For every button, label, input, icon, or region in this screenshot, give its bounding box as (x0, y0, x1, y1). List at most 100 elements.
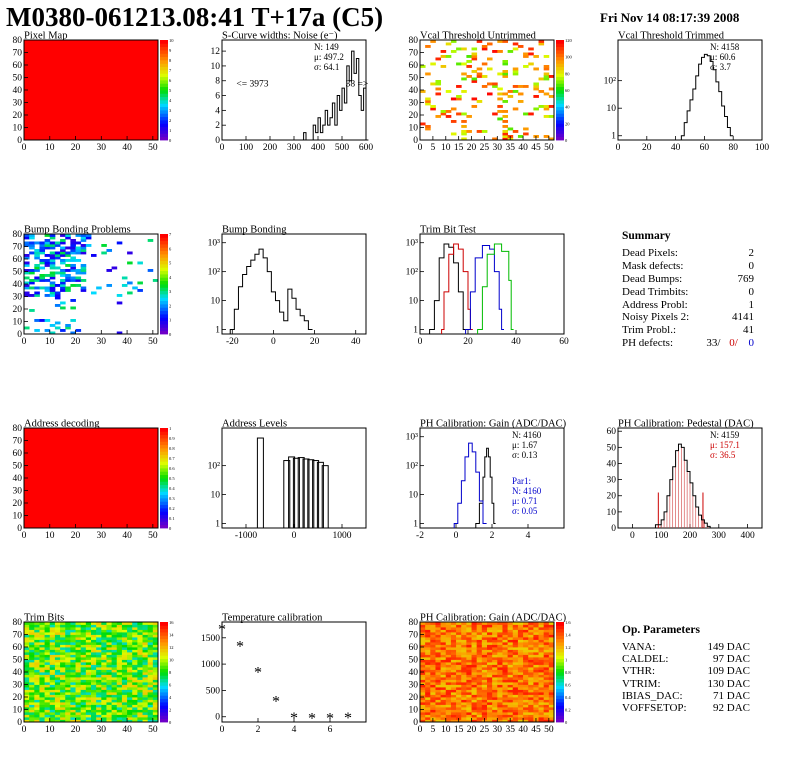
heatmap-cell (502, 629, 509, 633)
heatmap-cell (517, 654, 524, 658)
heatmap-cell (60, 654, 66, 658)
heatmap-cell (435, 659, 442, 663)
heatmap-cell (497, 694, 503, 698)
heatmap-cell (487, 662, 493, 665)
heatmap-cell (132, 694, 138, 698)
heatmap-cell (91, 699, 97, 703)
colorbar-cell (160, 648, 168, 653)
heatmap-cell (466, 659, 472, 663)
plot-frame (221, 427, 367, 529)
heatmap-cell (471, 634, 478, 638)
heatmap-cell (85, 622, 92, 625)
heatmap-cell (34, 682, 40, 685)
heatmap-cell (512, 717, 519, 720)
y-tick-label: 10² (604, 77, 617, 87)
heatmap-cell (152, 707, 159, 710)
bar (316, 461, 324, 529)
y-tick-label: 10 (211, 62, 221, 72)
x-tick-label: 200 (263, 143, 278, 153)
heatmap-cell (435, 639, 442, 643)
heatmap-cell (24, 674, 30, 678)
heatmap-cell (49, 689, 56, 693)
heatmap-cell (466, 719, 472, 723)
x-tick-label: 4 (526, 531, 531, 541)
colorbar-tick-label: 0.9 (169, 436, 175, 441)
y-tick-label: 30 (13, 99, 23, 109)
heatmap-cell (65, 274, 71, 277)
heatmap-cell (65, 627, 71, 630)
colorbar-cell (160, 327, 168, 332)
x-tick-label: 6 (328, 725, 333, 735)
heatmap-cell (543, 719, 550, 723)
heatmap-cell (121, 632, 128, 635)
heatmap-cell (512, 642, 519, 645)
heatmap-cell (533, 627, 539, 630)
heatmap-cell (492, 634, 498, 638)
heatmap-cell (517, 699, 524, 703)
colorbar-cell (556, 66, 564, 71)
heatmap-cell (430, 662, 436, 665)
heatmap-cell (39, 712, 46, 715)
heatmap-cell (450, 107, 457, 111)
heatmap-cell (466, 714, 472, 718)
heatmap-cell (543, 624, 550, 628)
heatmap-cell (497, 629, 503, 633)
heatmap-cell (512, 699, 519, 703)
heatmap-cell (425, 687, 431, 690)
heatmap-cell (34, 699, 40, 703)
summary-value: 1 (748, 298, 755, 311)
heatmap-cell (152, 684, 159, 688)
heatmap-cell (517, 637, 524, 640)
heatmap-cell (70, 306, 76, 310)
heatmap-cell (450, 622, 457, 625)
heatmap-cell (420, 662, 426, 665)
heatmap-cell (538, 40, 545, 43)
heatmap-cell (461, 77, 467, 81)
heatmap-cell (142, 687, 149, 690)
heatmap-cell (39, 279, 46, 282)
stat-label: μ: 157.1 (710, 440, 740, 450)
heatmap-cell (70, 662, 76, 665)
heatmap-cell (132, 624, 138, 628)
heatmap-cell (543, 65, 550, 68)
heatmap-cell (471, 77, 478, 81)
heatmap-cell (528, 62, 534, 66)
heatmap-cell (132, 649, 138, 653)
heatmap-cell (152, 709, 159, 713)
heatmap-cell (44, 261, 51, 265)
heatmap-cell (106, 622, 113, 625)
heatmap-cell (461, 664, 467, 668)
heatmap-cell (121, 684, 128, 688)
heatmap-cell (466, 639, 472, 643)
op-param-name: VOFFSETOP: (622, 701, 687, 714)
heatmap-cell (60, 279, 66, 282)
heatmap-cell (75, 719, 82, 723)
heatmap-cell (65, 669, 71, 673)
heatmap-cell (127, 684, 133, 688)
heatmap-cell (528, 694, 534, 698)
heatmap-cell (106, 697, 113, 700)
heatmap-cell (543, 667, 550, 670)
y-tick-label: 500 (206, 686, 221, 696)
scatter-point: * (290, 710, 298, 727)
heatmap-cell (476, 669, 483, 673)
heatmap-cell (24, 624, 30, 628)
colorbar-cell (160, 70, 168, 74)
heatmap-cell (512, 42, 519, 46)
heatmap-cell (445, 697, 452, 700)
heatmap-cell (152, 697, 159, 700)
heatmap-cell (497, 110, 503, 113)
heatmap-cell (106, 667, 113, 670)
heatmap-cell (502, 662, 509, 665)
heatmap-cell (502, 712, 509, 715)
heatmap-cell (80, 707, 87, 710)
heatmap-cell (101, 672, 107, 675)
heatmap-cell (65, 689, 71, 693)
heatmap-cell (60, 274, 66, 277)
heatmap-cell (517, 702, 524, 705)
heatmap-cell (497, 92, 503, 96)
heatmap-cell (96, 697, 102, 700)
heatmap-cell (507, 662, 514, 665)
colorbar-cell (160, 692, 168, 696)
heatmap-cell (96, 707, 102, 710)
